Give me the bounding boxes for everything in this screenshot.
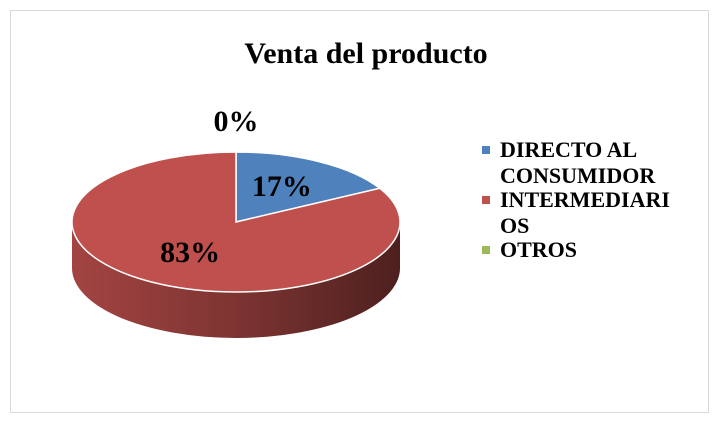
data-label: 0%: [214, 105, 259, 138]
data-label: 17%: [252, 170, 312, 203]
legend-label: OTROS: [500, 237, 578, 262]
legend-swatch: [482, 146, 490, 154]
data-label: 83%: [160, 236, 220, 269]
legend-item: OTROS: [482, 237, 680, 263]
slice: [71, 151, 401, 293]
slice: [235, 151, 382, 223]
legend-swatch: [482, 196, 490, 204]
slice-side-shade: [72, 222, 400, 338]
legend-item: DIRECTO AL CONSUMIDOR: [482, 137, 680, 189]
legend-swatch: [482, 246, 490, 254]
chart-title: Venta del producto: [244, 37, 487, 70]
legend-item: INTERMEDIARIOS: [482, 187, 680, 239]
legend-label: DIRECTO AL CONSUMIDOR: [500, 137, 656, 188]
legend-label: INTERMEDIARIOS: [500, 187, 670, 238]
